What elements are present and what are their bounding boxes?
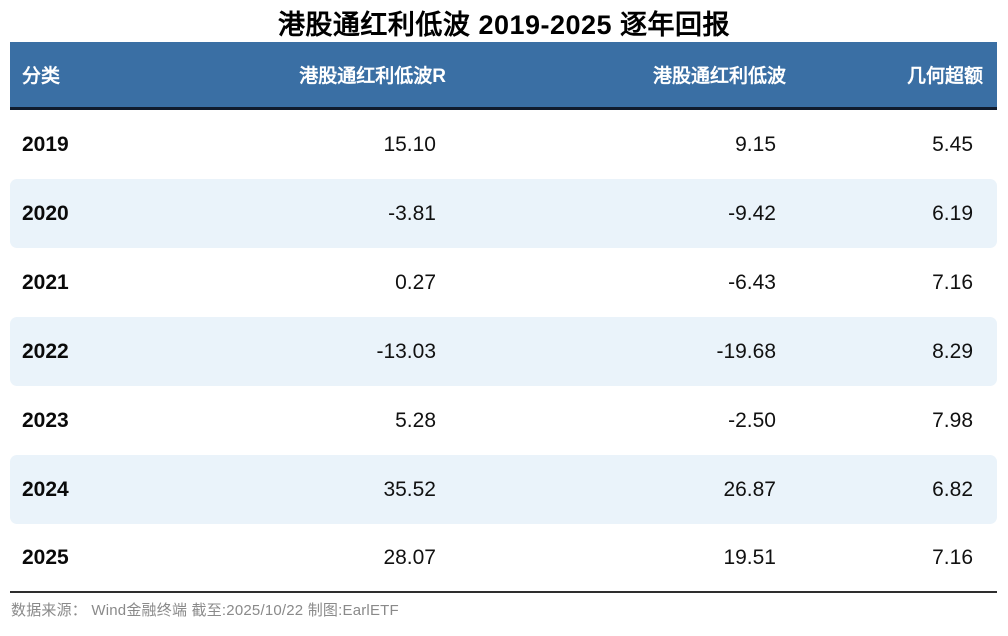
- total-return-cell: 15.10: [383, 132, 436, 156]
- price-return-cell: 9.15: [735, 132, 776, 156]
- table-row: 2022 -13.03 -19.68 8.29: [10, 317, 997, 386]
- total-return-cell: 28.07: [170, 524, 460, 593]
- table-row: 2024 35.52 26.87 6.82: [10, 455, 997, 524]
- table-row: 2020 -3.81 -9.42 6.19: [10, 179, 997, 248]
- table-row: 2021 0.27 -6.43 7.16: [10, 248, 997, 317]
- price-return-cell: 26.87: [460, 455, 800, 524]
- year-cell: 2024: [10, 455, 170, 524]
- price-return-cell: -2.50: [728, 408, 776, 432]
- total-return-cell: -3.81: [170, 179, 460, 248]
- total-return-cell: 5.28: [395, 408, 436, 432]
- price-return-cell: -6.43: [728, 270, 776, 294]
- year-cell: 2019: [22, 132, 69, 156]
- excess-cell: 8.29: [800, 317, 997, 386]
- page-title: 港股通红利低波 2019-2025 逐年回报: [277, 10, 731, 40]
- total-return-cell: 35.52: [170, 455, 460, 524]
- year-cell: 2023: [22, 408, 69, 432]
- total-return-cell: 0.27: [395, 270, 436, 294]
- table-row: 2025 28.07 19.51 7.16: [10, 524, 997, 593]
- total-return-cell: -13.03: [170, 317, 460, 386]
- year-cell: 2025: [10, 524, 170, 593]
- table-row: 2019 15.10 9.15 5.45: [10, 110, 997, 179]
- annual-returns-table: 分类 港股通红利低波R 港股通红利低波 几何超额 2019 15.10 9.15…: [10, 42, 997, 593]
- excess-cell: 5.45: [932, 132, 973, 156]
- year-cell: 2022: [10, 317, 170, 386]
- excess-cell: 6.19: [800, 179, 997, 248]
- price-return-cell: -19.68: [460, 317, 800, 386]
- year-cell: 2021: [22, 270, 69, 294]
- column-header-geometric-excess: 几何超额: [800, 42, 997, 110]
- column-header-total-return-index: 港股通红利低波R: [170, 42, 460, 110]
- data-source-note: 数据来源： Wind金融终端 截至:2025/10/22 制图:EarlETF: [11, 602, 399, 619]
- table-header-row: 分类 港股通红利低波R 港股通红利低波 几何超额: [10, 42, 997, 110]
- price-return-cell: -9.42: [460, 179, 800, 248]
- excess-cell: 7.16: [800, 524, 997, 593]
- table-row: 2023 5.28 -2.50 7.98: [10, 386, 997, 455]
- column-header-price-index: 港股通红利低波: [460, 42, 800, 110]
- excess-cell: 7.16: [932, 270, 973, 294]
- year-cell: 2020: [10, 179, 170, 248]
- price-return-cell: 19.51: [460, 524, 800, 593]
- excess-cell: 7.98: [932, 408, 973, 432]
- excess-cell: 6.82: [800, 455, 997, 524]
- column-header-category: 分类: [10, 42, 170, 110]
